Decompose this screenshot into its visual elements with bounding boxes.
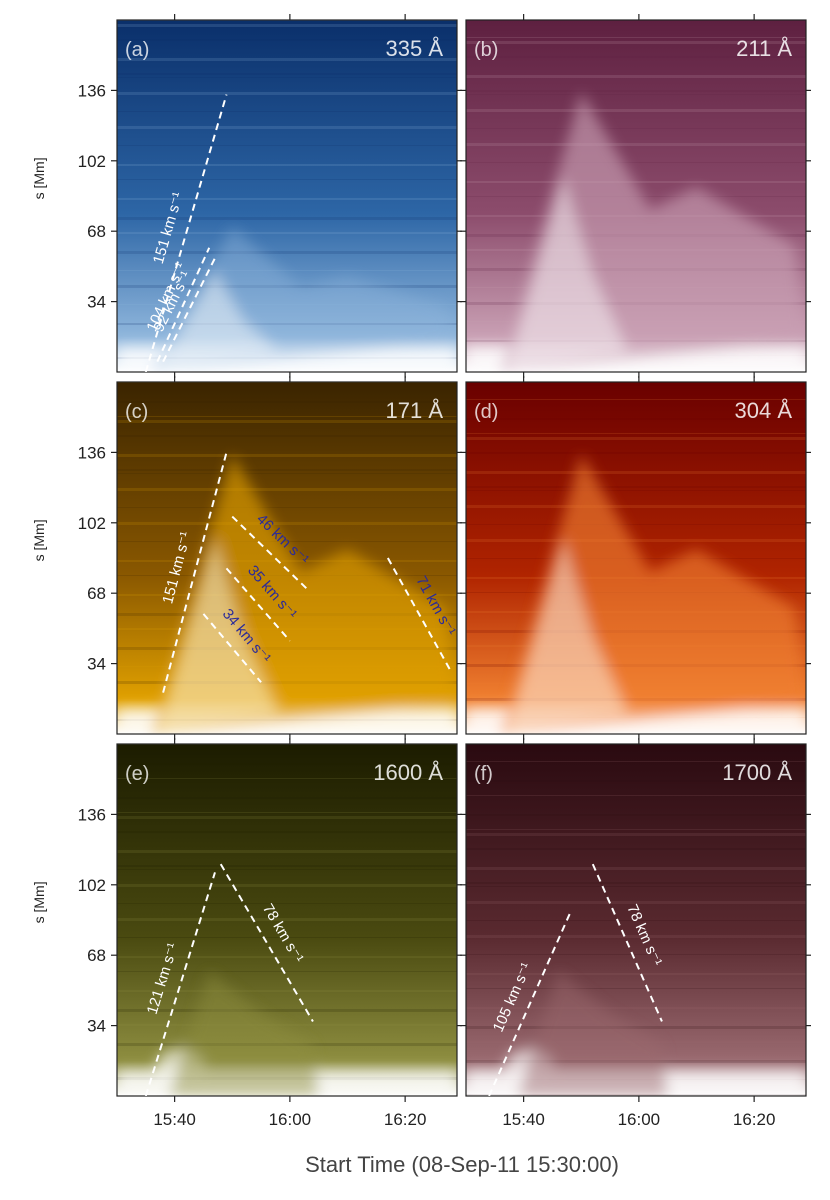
- speed-fit-line-a-2: [156, 247, 211, 363]
- panel-label-d: (d): [474, 401, 498, 423]
- x-tick-label-f-1600: 16:00: [618, 1110, 661, 1129]
- heatmap-image-d: [466, 382, 806, 734]
- wavelength-label-e: 1600 Å: [373, 760, 443, 785]
- panel-e: 34 68 102 136 15:40 16:00 16:20 s [Mm] (e) 1600 Å…: [31, 738, 462, 1129]
- y-tick-label-e-102: 102: [78, 876, 106, 895]
- speed-fit-line-c-4: [202, 613, 262, 683]
- speed-fit-line-f-2: [591, 863, 663, 1022]
- y-axis-label-e: s [Mm]: [31, 881, 47, 923]
- x-tick-label-f-1620: 16:20: [733, 1110, 776, 1129]
- heatmap-image-a: [117, 20, 457, 372]
- heatmap-image-e: [117, 744, 457, 1096]
- speed-fit-line-c-1: [162, 452, 228, 693]
- speed-fit-line-a-1: [144, 94, 228, 372]
- y-tick-label-a-34: 34: [87, 293, 106, 312]
- wavelength-label-b: 211 Å: [736, 36, 792, 61]
- y-tick-label-a-102: 102: [78, 152, 106, 171]
- wavelength-label-d: 304 Å: [735, 398, 793, 423]
- panel-frame-d: [465, 381, 807, 735]
- x-tick-label-e-1600: 16:00: [269, 1110, 312, 1129]
- panel-label-c: (c): [125, 401, 148, 423]
- panel-frame-b: [465, 19, 807, 373]
- speed-fit-line-e-2: [219, 863, 314, 1022]
- panel-label-a: (a): [125, 39, 149, 61]
- x-tick-label-e-1620: 16:20: [384, 1110, 427, 1129]
- speed-fit-line-f-1: [488, 913, 571, 1096]
- y-tick-label-e-68: 68: [87, 946, 106, 965]
- y-tick-label-a-136: 136: [78, 81, 106, 100]
- panel-label-e: (e): [125, 763, 149, 785]
- x-tick-label-e-1540: 15:40: [153, 1110, 196, 1129]
- heatmap-image-c: [117, 382, 457, 734]
- panel-frame-e: [116, 743, 458, 1097]
- y-tick-label-e-136: 136: [78, 805, 106, 824]
- speed-fit-line-e-1: [144, 872, 216, 1096]
- panel-frame-f: [465, 743, 807, 1097]
- y-axis-label-a: s [Mm]: [31, 157, 47, 199]
- panel-label-f: (f): [474, 763, 493, 785]
- heatmap-image-f: [466, 744, 806, 1096]
- x-axis-label: Start Time (08-Sep-11 15:30:00): [305, 1152, 619, 1177]
- speed-fit-line-c-2: [231, 515, 308, 590]
- y-tick-label-a-68: 68: [87, 222, 106, 241]
- y-axis-label-c: s [Mm]: [31, 519, 47, 561]
- y-tick-label-e-34: 34: [87, 1017, 106, 1036]
- panel-d: (d) 304 Å: [460, 376, 811, 740]
- y-tick-label-c-102: 102: [78, 514, 106, 533]
- heatmap-image-b: [466, 20, 806, 372]
- wavelength-label-c: 171 Å: [386, 398, 444, 423]
- y-tick-label-c-34: 34: [87, 655, 106, 674]
- x-tick-label-f-1540: 15:40: [502, 1110, 545, 1129]
- y-tick-label-c-68: 68: [87, 584, 106, 603]
- panel-b: (b) 211 Å: [460, 14, 811, 378]
- wavelength-label-a: 335 Å: [386, 36, 444, 61]
- panel-label-b: (b): [474, 39, 498, 61]
- panel-frame-c: [116, 381, 458, 735]
- panel-frame-a: [116, 19, 458, 373]
- speed-fit-line-c-3: [225, 567, 291, 642]
- speed-fit-line-a-3: [162, 257, 216, 363]
- speed-fit-line-c-5: [386, 557, 453, 673]
- y-tick-label-c-136: 136: [78, 443, 106, 462]
- wavelength-label-f: 1700 Å: [722, 760, 792, 785]
